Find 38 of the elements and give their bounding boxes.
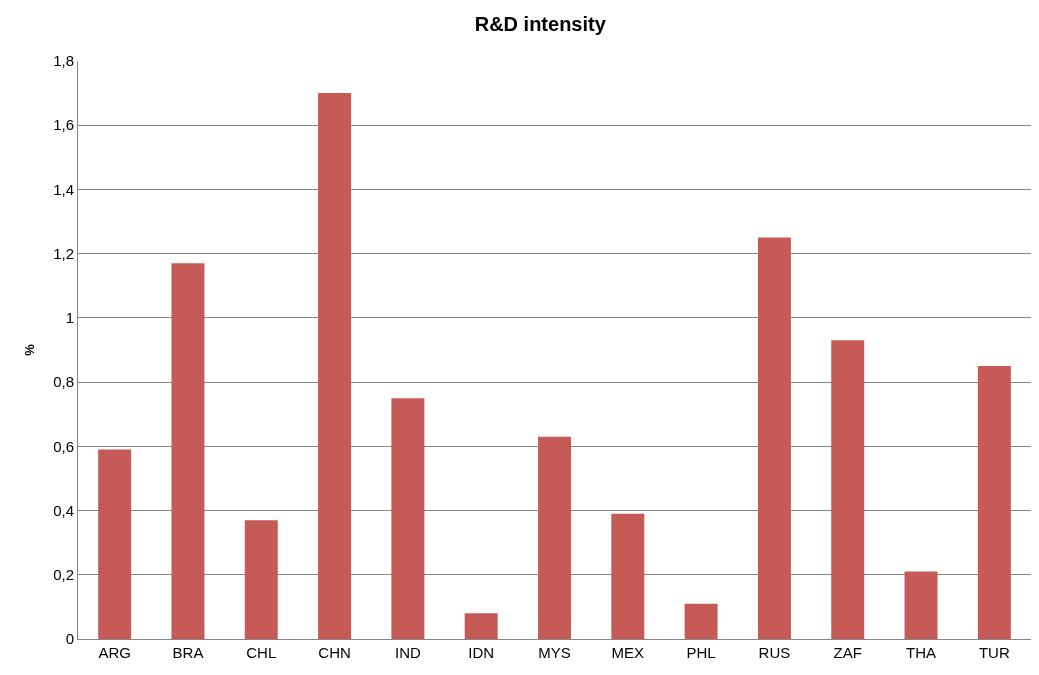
bar bbox=[757, 237, 791, 639]
bar bbox=[538, 436, 571, 639]
y-tick-label: 0 bbox=[65, 630, 74, 648]
bar bbox=[244, 520, 278, 639]
x-tick-label: ARG bbox=[98, 644, 131, 661]
bar bbox=[98, 449, 132, 639]
bar bbox=[684, 603, 718, 639]
bar bbox=[611, 513, 645, 639]
y-tick-label: 1 bbox=[65, 309, 74, 327]
x-tick-label: THA bbox=[906, 644, 937, 661]
bar bbox=[318, 93, 352, 639]
x-tick-label: MYS bbox=[538, 644, 571, 661]
x-tick-label: CHL bbox=[246, 644, 277, 661]
x-tick-label: MEX bbox=[611, 644, 645, 661]
chart-title: R&D intensity bbox=[474, 12, 607, 35]
y-tick-label: 1,8 bbox=[53, 52, 74, 70]
x-tick-label: RUS bbox=[758, 644, 791, 661]
x-tick-label: BRA bbox=[172, 644, 204, 661]
y-tick-label: 0,4 bbox=[53, 501, 74, 519]
bar bbox=[391, 398, 425, 639]
y-tick-label: 0,8 bbox=[53, 373, 74, 391]
bar bbox=[831, 340, 865, 639]
y-tick-label: 1,6 bbox=[53, 116, 74, 134]
x-tick-label: TUR bbox=[978, 644, 1010, 661]
x-tick-label: CHN bbox=[318, 644, 351, 661]
x-tick-label: IDN bbox=[468, 644, 495, 661]
bar bbox=[464, 613, 498, 639]
x-tick-label: IND bbox=[394, 644, 421, 661]
y-tick-label: 0,6 bbox=[53, 437, 74, 455]
bar bbox=[904, 571, 938, 639]
bar bbox=[977, 366, 1011, 639]
x-tick-label: PHL bbox=[686, 644, 716, 661]
y-tick-label: 0,2 bbox=[53, 566, 74, 584]
y-tick-label: 1,2 bbox=[53, 244, 74, 262]
y-tick-label: 1,4 bbox=[53, 180, 74, 198]
x-tick-label: ZAF bbox=[833, 644, 862, 661]
y-axis-title: % bbox=[22, 343, 38, 356]
bar bbox=[171, 263, 205, 639]
